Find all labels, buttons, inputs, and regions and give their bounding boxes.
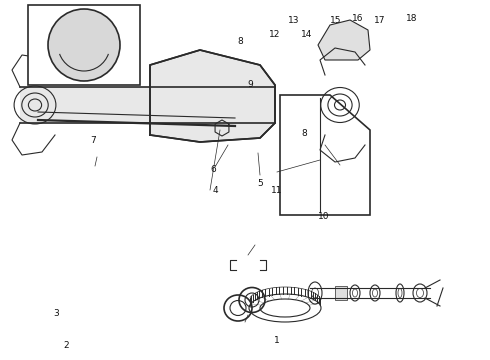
Bar <box>20 87 275 123</box>
Text: 15: 15 <box>330 17 342 26</box>
Text: 17: 17 <box>374 17 386 26</box>
Text: 18: 18 <box>406 14 417 23</box>
Text: 2: 2 <box>63 341 69 350</box>
Text: 4: 4 <box>213 186 219 195</box>
Text: 7: 7 <box>90 136 96 145</box>
Bar <box>28 5 140 85</box>
Circle shape <box>48 9 120 81</box>
Text: 3: 3 <box>53 309 59 318</box>
Text: 8: 8 <box>237 37 243 46</box>
Text: 14: 14 <box>300 30 312 39</box>
Text: 16: 16 <box>352 14 364 23</box>
Text: 8: 8 <box>301 129 307 138</box>
Text: 1: 1 <box>274 336 280 345</box>
Text: 11: 11 <box>271 186 283 195</box>
Bar <box>335 286 347 300</box>
Polygon shape <box>318 20 370 60</box>
Text: 9: 9 <box>247 80 253 89</box>
Polygon shape <box>150 50 275 142</box>
Text: 5: 5 <box>257 179 263 188</box>
Text: 6: 6 <box>210 165 216 174</box>
Text: 10: 10 <box>318 212 329 220</box>
Text: 12: 12 <box>269 30 280 39</box>
Text: 13: 13 <box>288 17 300 26</box>
